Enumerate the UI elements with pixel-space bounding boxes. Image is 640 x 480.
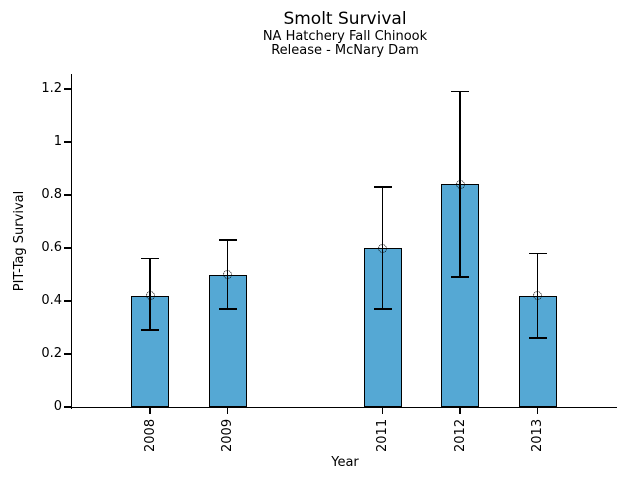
y-tick-label: 0.4	[41, 293, 62, 308]
error-bar-cap-bottom	[218, 308, 237, 310]
y-axis-line	[70, 74, 72, 409]
x-tick	[226, 408, 229, 414]
y-tick	[63, 406, 71, 408]
point-marker-2013	[533, 291, 542, 301]
y-tick	[63, 194, 71, 196]
y-tick-label: 1	[53, 134, 62, 149]
y-tick	[63, 247, 71, 249]
error-bar-cap-bottom	[528, 337, 547, 339]
y-tick-label: 0	[53, 399, 62, 414]
y-tick-label: 0.6	[41, 240, 62, 255]
x-tick-label-2009: 2009	[220, 418, 235, 452]
chart-subtitle-line2: Release - McNary Dam	[271, 43, 419, 58]
y-tick	[63, 300, 71, 302]
error-bar-cap-top	[218, 239, 237, 241]
y-tick	[63, 141, 71, 143]
x-tick	[149, 408, 151, 414]
y-tick	[63, 353, 71, 355]
x-axis-label: Year	[331, 455, 359, 470]
y-tick-label: 1.2	[41, 81, 62, 96]
error-bar-cap-top	[373, 186, 392, 188]
point-marker-2011	[378, 243, 387, 253]
point-marker-2008	[145, 291, 155, 301]
y-tick-label: 0.8	[41, 187, 62, 202]
point-marker-2012	[455, 179, 465, 189]
chart-subtitle-line1: NA Hatchery Fall Chinook	[262, 29, 428, 44]
error-bar-cap-top	[451, 90, 469, 93]
y-tick	[63, 88, 71, 90]
x-tick-label-2013: 2013	[530, 418, 545, 452]
error-bar-cap-top	[528, 252, 547, 255]
x-tick	[459, 408, 461, 414]
y-tick-label: 0.2	[41, 346, 62, 361]
error-bar-cap-bottom	[141, 329, 159, 331]
error-bar-cap-bottom	[451, 276, 469, 278]
x-tick-label-2008: 2008	[142, 418, 158, 452]
x-tick-label-2011: 2011	[375, 418, 390, 452]
x-tick	[381, 408, 384, 414]
point-marker-2009	[223, 270, 232, 279]
error-bar-cap-bottom	[373, 308, 392, 310]
x-tick	[536, 408, 539, 414]
x-tick-label-2012: 2012	[452, 418, 468, 452]
chart-title: Smolt Survival	[283, 9, 407, 29]
x-axis-line	[70, 406, 617, 408]
error-bar-cap-top	[141, 257, 159, 260]
